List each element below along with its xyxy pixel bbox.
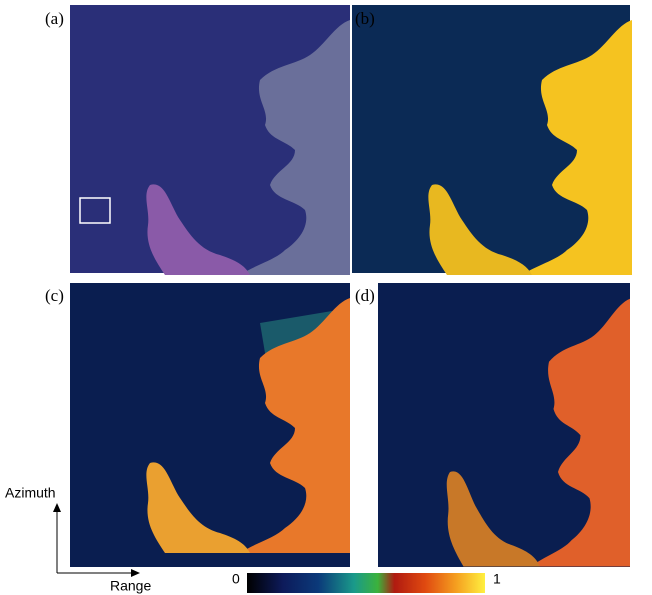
panel-b-image — [352, 5, 632, 275]
arrow-head — [131, 569, 140, 577]
colorbar-min: 0 — [232, 571, 240, 587]
panel-label: (c) — [45, 286, 64, 305]
colorbar — [247, 573, 485, 593]
panel-label: (b) — [355, 9, 375, 28]
panel-label: (a) — [45, 9, 64, 28]
azimuth-label: Azimuth — [5, 485, 56, 501]
arrow-head — [53, 503, 61, 512]
range-label: Range — [110, 578, 151, 594]
figure: (a) (b) (c) (d) Azimuth Range 0 1 — [0, 0, 652, 595]
panel-c-image — [70, 283, 350, 567]
panel-d-image — [378, 283, 630, 567]
panel-label: (d) — [355, 286, 375, 305]
panel-a-image — [70, 5, 350, 275]
colorbar-max: 1 — [493, 571, 501, 587]
